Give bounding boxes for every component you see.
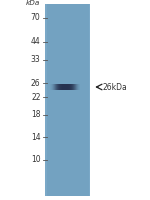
Text: 44: 44 bbox=[31, 38, 40, 46]
Bar bbox=[45, 4, 90, 196]
Text: 18: 18 bbox=[31, 110, 40, 119]
Text: 70: 70 bbox=[31, 14, 40, 22]
Text: 26kDa: 26kDa bbox=[103, 83, 128, 92]
Bar bbox=[46, 4, 88, 196]
Text: 14: 14 bbox=[31, 133, 40, 142]
Text: kDa: kDa bbox=[26, 0, 40, 6]
Text: 33: 33 bbox=[31, 55, 40, 64]
Text: 26: 26 bbox=[31, 78, 40, 88]
Text: 10: 10 bbox=[31, 156, 40, 164]
Text: 22: 22 bbox=[31, 92, 40, 102]
